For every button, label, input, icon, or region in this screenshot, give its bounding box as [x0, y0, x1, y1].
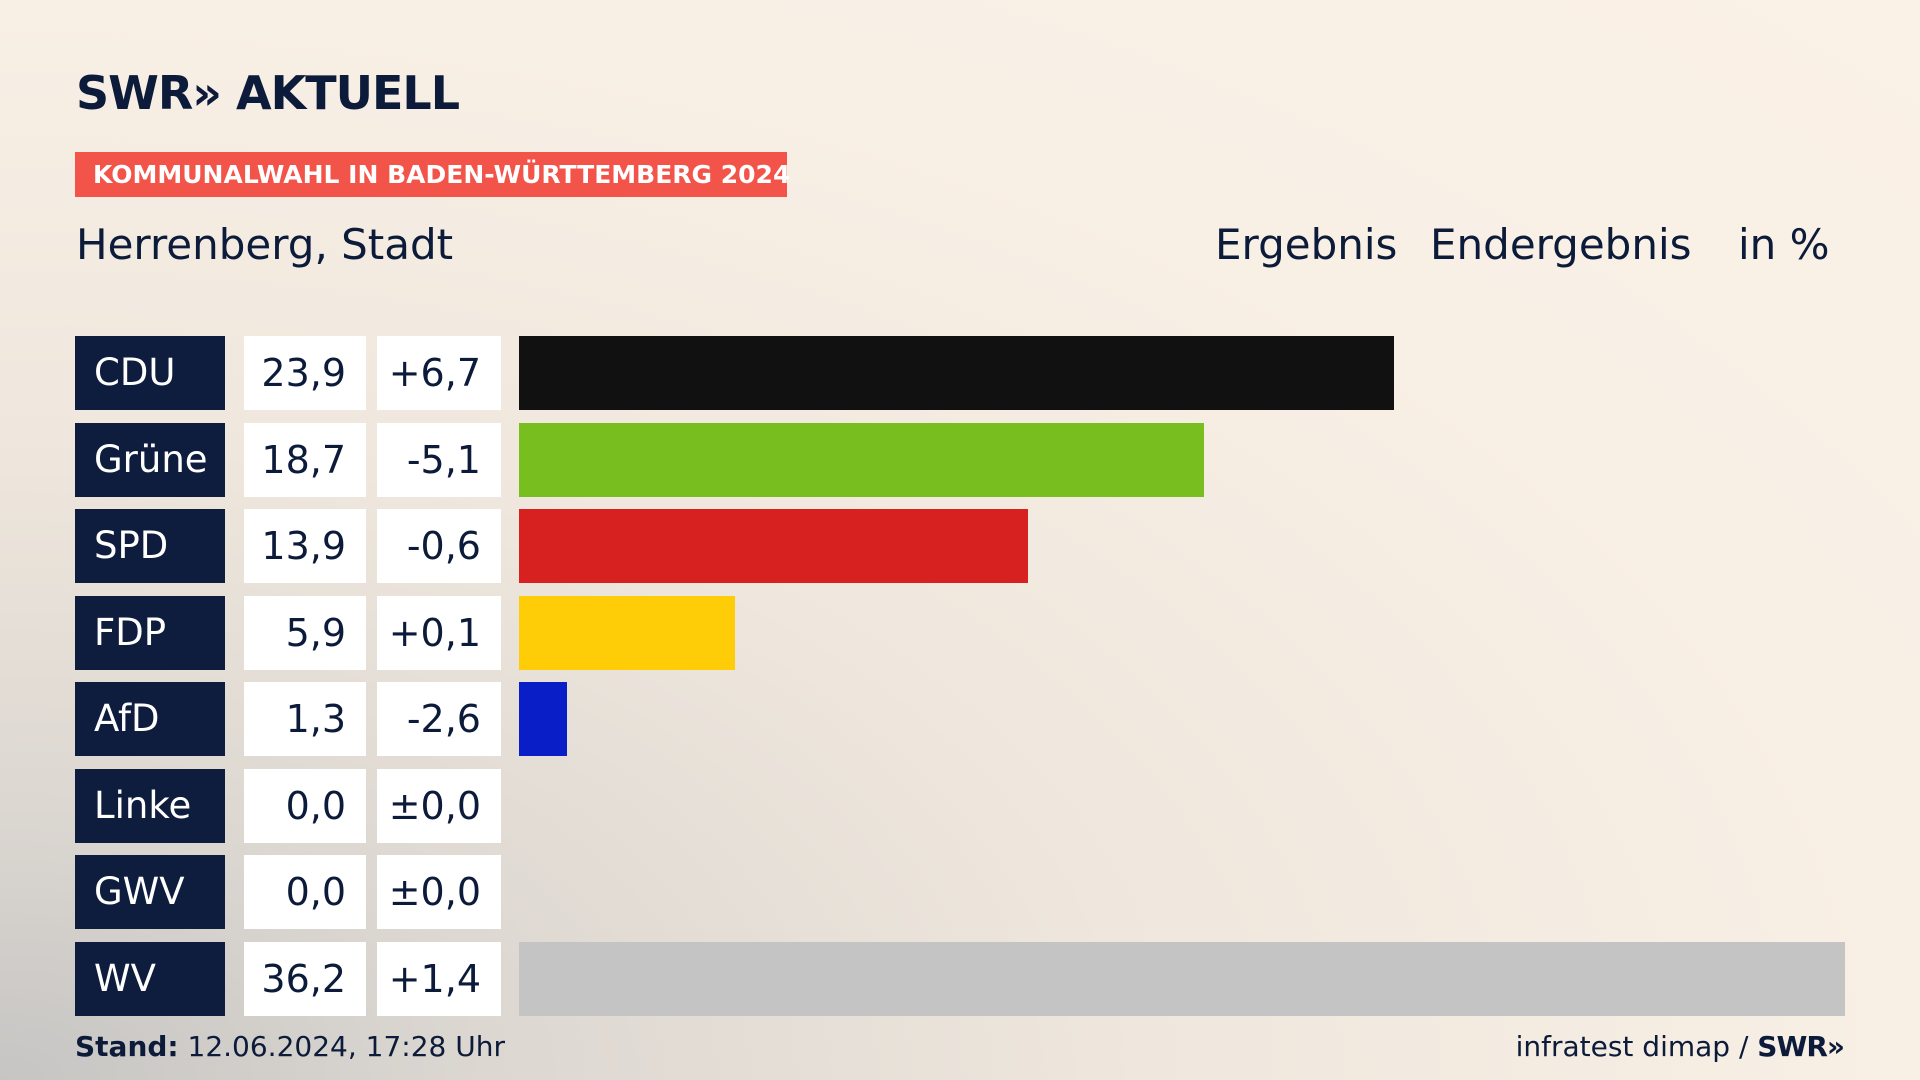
- party-row: SPD 13,9 -0,6: [0, 509, 1920, 583]
- party-label: FDP: [75, 595, 225, 670]
- swr-aktuell-logo: SWR» AKTUELL: [76, 66, 460, 120]
- party-label: AfD: [75, 682, 225, 756]
- result-change: ±0,0: [377, 768, 501, 843]
- column-header-result: Ergebnis: [1215, 220, 1398, 269]
- column-header-final: Endergebnis: [1430, 220, 1692, 269]
- result-value: 36,2: [244, 941, 366, 1016]
- party-label: Linke: [75, 768, 225, 843]
- swr-brand: SWR»: [1757, 1030, 1845, 1063]
- result-bar: [519, 941, 1845, 1016]
- result-change: ±0,0: [377, 855, 501, 929]
- stand-value: 12.06.2024, 17:28 Uhr: [178, 1030, 505, 1063]
- party-row: WV 36,2 +1,4: [0, 941, 1920, 1016]
- source-credit: infratest dimap / SWR»: [1515, 1030, 1845, 1063]
- result-change: -0,6: [377, 509, 501, 583]
- party-row: GWV 0,0 ±0,0: [0, 855, 1920, 929]
- party-label: SPD: [75, 509, 225, 583]
- party-row: Grüne 18,7 -5,1: [0, 422, 1920, 497]
- result-bar: [519, 336, 1394, 410]
- region-title: Herrenberg, Stadt: [76, 220, 454, 269]
- source-text: infratest dimap /: [1515, 1030, 1758, 1063]
- party-label: CDU: [75, 336, 225, 410]
- party-label: Grüne: [75, 422, 225, 497]
- party-row: Linke 0,0 ±0,0: [0, 768, 1920, 843]
- result-change: -2,6: [377, 682, 501, 756]
- result-bar: [519, 682, 567, 756]
- result-change: +6,7: [377, 336, 501, 410]
- party-row: AfD 1,3 -2,6: [0, 682, 1920, 756]
- party-row: FDP 5,9 +0,1: [0, 595, 1920, 670]
- result-change: -5,1: [377, 422, 501, 497]
- timestamp: Stand: 12.06.2024, 17:28 Uhr: [75, 1030, 505, 1063]
- result-value: 1,3: [244, 682, 366, 756]
- stand-label: Stand:: [75, 1030, 179, 1063]
- logo-text: SWR» AKTUELL: [76, 66, 460, 120]
- party-label: WV: [75, 941, 225, 1016]
- result-value: 0,0: [244, 855, 366, 929]
- result-value: 18,7: [244, 422, 366, 497]
- result-change: +1,4: [377, 941, 501, 1016]
- result-value: 13,9: [244, 509, 366, 583]
- result-bar: [519, 595, 735, 670]
- result-value: 23,9: [244, 336, 366, 410]
- result-value: 5,9: [244, 595, 366, 670]
- result-value: 0,0: [244, 768, 366, 843]
- party-row: CDU 23,9 +6,7: [0, 336, 1920, 410]
- result-bar: [519, 422, 1204, 497]
- party-label: GWV: [75, 855, 225, 929]
- result-change: +0,1: [377, 595, 501, 670]
- column-header-unit: in %: [1738, 220, 1830, 269]
- result-bar: [519, 509, 1028, 583]
- election-banner: KOMMUNALWAHL IN BADEN-WÜRTTEMBERG 2024: [75, 152, 790, 197]
